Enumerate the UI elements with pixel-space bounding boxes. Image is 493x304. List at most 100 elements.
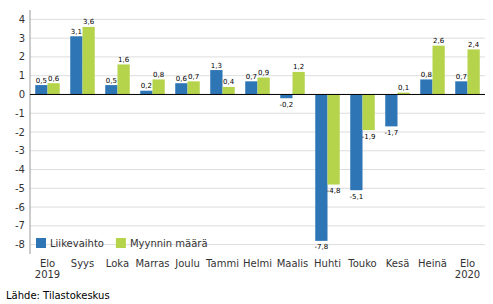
legend-label: Liikevaihto [50,238,104,249]
y-tick-label: -3 [15,145,25,156]
x-tick-label: Maalis [277,258,309,269]
x-tick-label: Kesä [386,258,410,269]
bar [293,72,305,95]
y-tick-label: -2 [15,127,25,138]
data-label: 3,6 [83,18,95,26]
data-label: -1,7 [385,129,399,137]
data-labels: 0,5 3,1 0,5 0,2 0,6 1,3 0,7 -0,2 -7,8 -5,1 -1,7 0,8… [36,18,480,251]
data-label: -4,8 [327,187,341,195]
data-label: 1,6 [118,56,130,64]
bar [455,81,467,94]
chart: -8-7-6-5-4-3-2-1012340,53,10,50,20,61,30… [0,0,493,304]
grid-line [30,225,485,226]
legend-swatch [116,238,126,248]
data-label: 2,6 [433,37,445,45]
grid-line [30,188,485,189]
y-axis-line [30,10,31,254]
grid-line [30,94,485,95]
bar [315,94,327,240]
bar [118,64,130,94]
bar [420,79,432,94]
bar [433,46,445,95]
data-label: -0,2 [280,101,294,109]
x-tick-label: Elo2019 [35,258,60,280]
data-label: -7,8 [315,243,329,251]
grid-line [30,113,485,114]
data-label: 0,8 [421,71,432,79]
data-label: -1,9 [362,133,376,141]
y-tick-label: -7 [15,220,25,231]
x-tick-label: Huhti [314,258,341,269]
bar [223,87,235,95]
x-tick-label: Helmi [243,258,272,269]
bar [175,83,187,94]
data-label: 0,9 [258,69,269,77]
data-label: 1,3 [211,62,222,70]
x-tick-label: Heinä [418,258,447,269]
data-label: 0,5 [36,77,47,85]
data-label: 0,4 [223,78,235,86]
bar [188,81,200,94]
data-label: 2,4 [468,41,480,49]
x-tick-label: Touko [347,258,376,269]
grid-line [30,19,485,20]
data-label: 1,2 [293,63,304,71]
bar [83,27,95,95]
bar [328,94,340,184]
data-label: 3,1 [71,28,82,36]
data-label: 0,8 [153,71,164,79]
bar [258,78,270,95]
grid-line [30,56,485,57]
x-tick-label: Syys [71,258,94,269]
grid-line [30,169,485,170]
x-tick-label: Joulu [174,258,200,269]
x-tick-label: Loka [106,258,129,269]
bars [35,27,480,241]
y-tick-label: 3 [19,33,25,44]
x-tick-label: Elo2020 [455,258,480,280]
legend: Liikevaihto Myynnin määrä [36,238,208,249]
zero-line [30,94,485,95]
grid-line [30,207,485,208]
legend-label: Myynnin määrä [130,238,208,249]
grid-line [30,132,485,133]
bar [210,70,222,94]
bar [70,36,82,94]
bar [350,94,362,190]
legend-swatch [36,238,46,248]
y-tick-label: 0 [19,89,25,100]
bar [48,83,60,94]
data-label: 0,6 [48,75,60,83]
data-label: 0,2 [141,82,152,90]
y-tick-label: -1 [15,108,25,119]
y-tick-label: -8 [15,239,25,250]
grid-line [30,38,485,39]
y-tick-label: -4 [15,164,25,175]
bar [280,94,292,98]
data-label: 0,5 [106,77,117,85]
data-label: 0,7 [188,73,199,81]
bar [363,94,375,130]
bar [153,79,165,94]
y-tick-label: 1 [19,70,25,81]
bar [140,91,152,95]
data-label: 0,7 [456,73,467,81]
data-label: 0,6 [176,75,188,83]
bar [245,81,257,94]
grid-line [30,150,485,151]
data-label: -5,1 [350,193,364,201]
bar [105,85,117,94]
data-label: 0,7 [246,73,257,81]
y-tick-label: -5 [15,183,25,194]
x-tick-label: Tammi [205,258,239,269]
y-tick-label: -6 [15,202,25,213]
y-tick-label: 2 [19,51,25,62]
bar [468,49,480,94]
data-label: 0,1 [398,84,409,92]
bar [35,85,47,94]
source: Lähde: Tilastokeskus [6,290,110,301]
bar [385,94,397,126]
x-tick-label: Marras [135,258,169,269]
y-tick-label: 4 [19,14,25,25]
grid [30,19,485,244]
